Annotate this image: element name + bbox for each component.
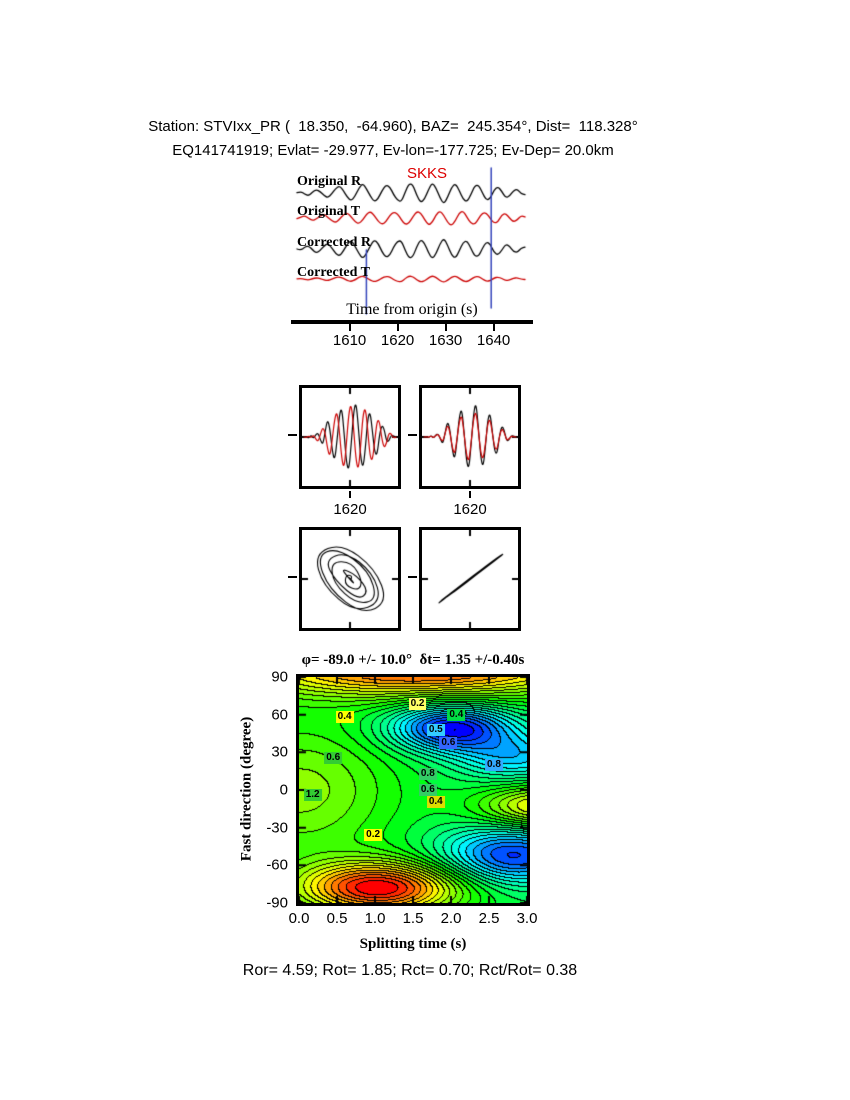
time-axis-tick-label: 1610 — [332, 332, 367, 349]
panel-left-tick — [408, 434, 417, 436]
contour-x-tick-label: 0.0 — [288, 910, 310, 927]
contour-y-tick-label: 0 — [279, 781, 288, 799]
contour-line-label: 0.2 — [364, 829, 383, 842]
contour-line-label: 1.2 — [303, 788, 322, 801]
panel-left-tick — [288, 576, 297, 578]
result-stats: Ror= 4.59; Rot= 1.85; Rct= 0.70; Rct/Rot… — [242, 962, 578, 979]
contour-x-tick-label: 1.5 — [402, 910, 424, 927]
contour-x-axis-label: Splitting time (s) — [359, 936, 467, 952]
time-axis-tick — [396, 324, 399, 331]
contour-x-tick-label: 3.0 — [516, 910, 538, 927]
contour-line-label: 0.6 — [418, 784, 437, 796]
trace-label-original-r: Original R — [297, 174, 362, 189]
phase-label: SKKS — [407, 165, 448, 182]
contour-y-tick-label: -90 — [266, 894, 288, 912]
contour-y-tick-label: 60 — [271, 706, 288, 724]
contour-line-label: 0.6 — [439, 736, 458, 749]
contour-line-label: 0.4 — [447, 709, 466, 722]
zoom-panel-corrected — [419, 385, 521, 489]
contour-line-label: 0.5 — [426, 724, 445, 737]
contour-x-tick-label: 2.5 — [478, 910, 500, 927]
zoom-panel-original — [299, 385, 401, 489]
panel-left-tick — [288, 434, 297, 436]
zoom1-tick-label: 1620 — [333, 501, 367, 518]
particle-motion-panel-corrected — [419, 527, 521, 631]
station-info-line: Station: STVIxx_PR ( 18.350, -64.960), B… — [148, 118, 638, 135]
contour-y-tick-label: 30 — [271, 743, 288, 761]
contour-x-tick-label: 0.5 — [326, 910, 348, 927]
contour-value-labels: 0.2 0.4 0.4 0.5 0.6 0.6 0.8 0.8 1.2 0.6 0.4 0.2 — [299, 677, 527, 903]
panel-left-tick — [408, 576, 417, 578]
particle-motion-original-canvas — [302, 530, 398, 628]
contour-line-label: 0.4 — [335, 710, 354, 723]
time-axis-tick — [444, 324, 447, 331]
trace-label-corrected-r: Corrected R — [297, 235, 371, 250]
zoom-panel-corrected-canvas — [422, 388, 518, 486]
time-axis-tick — [492, 324, 495, 331]
waveform-traces-canvas — [292, 164, 532, 316]
time-axis-tick-label: 1630 — [428, 332, 463, 349]
time-axis-tick-label: 1620 — [380, 332, 415, 349]
contour-line-label: 0.4 — [426, 796, 445, 809]
time-axis-tick — [348, 324, 351, 331]
contour-y-tick-label: -30 — [266, 819, 288, 837]
contour-plot-frame: 0.2 0.4 0.4 0.5 0.6 0.6 0.8 0.8 1.2 0.6 0.4 0.2 — [296, 674, 530, 906]
event-info-line: EQ141741919; Evlat= -29.977, Ev-lon=-177… — [172, 142, 614, 159]
contour-y-tick-label: 90 — [271, 668, 288, 686]
particle-motion-corrected-canvas — [422, 530, 518, 628]
zoom-panel-original-canvas — [302, 388, 398, 486]
contour-line-label: 0.8 — [418, 768, 437, 781]
panel-bottom-tick — [469, 491, 471, 498]
contour-x-tick-label: 2.0 — [440, 910, 462, 927]
time-axis-tick-label: 1640 — [476, 332, 511, 349]
contour-title: φ= -89.0 +/- 10.0° δt= 1.35 +/-0.40s — [301, 652, 525, 668]
panel-bottom-tick — [349, 491, 351, 498]
zoom2-tick-label: 1620 — [453, 501, 487, 518]
time-axis-label: Time from origin (s) — [346, 301, 478, 318]
contour-line-label: 0.6 — [324, 752, 343, 765]
contour-y-axis-label: Fast direction (degree) — [238, 716, 255, 862]
contour-line-label: 0.8 — [484, 759, 503, 772]
trace-label-original-t: Original T — [297, 204, 361, 219]
contour-line-label: 0.2 — [408, 698, 427, 711]
contour-x-tick-label: 1.0 — [364, 910, 386, 927]
time-axis-line — [291, 320, 533, 324]
contour-y-tick-label: -60 — [266, 856, 288, 874]
particle-motion-panel-original — [299, 527, 401, 631]
trace-label-corrected-t: Corrected T — [297, 265, 370, 280]
